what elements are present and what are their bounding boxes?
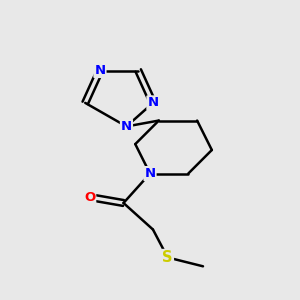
Text: O: O [84,190,95,204]
Text: N: N [94,64,106,77]
Text: N: N [147,96,158,110]
Text: N: N [121,120,132,133]
Text: N: N [144,167,156,180]
Text: S: S [162,250,173,265]
